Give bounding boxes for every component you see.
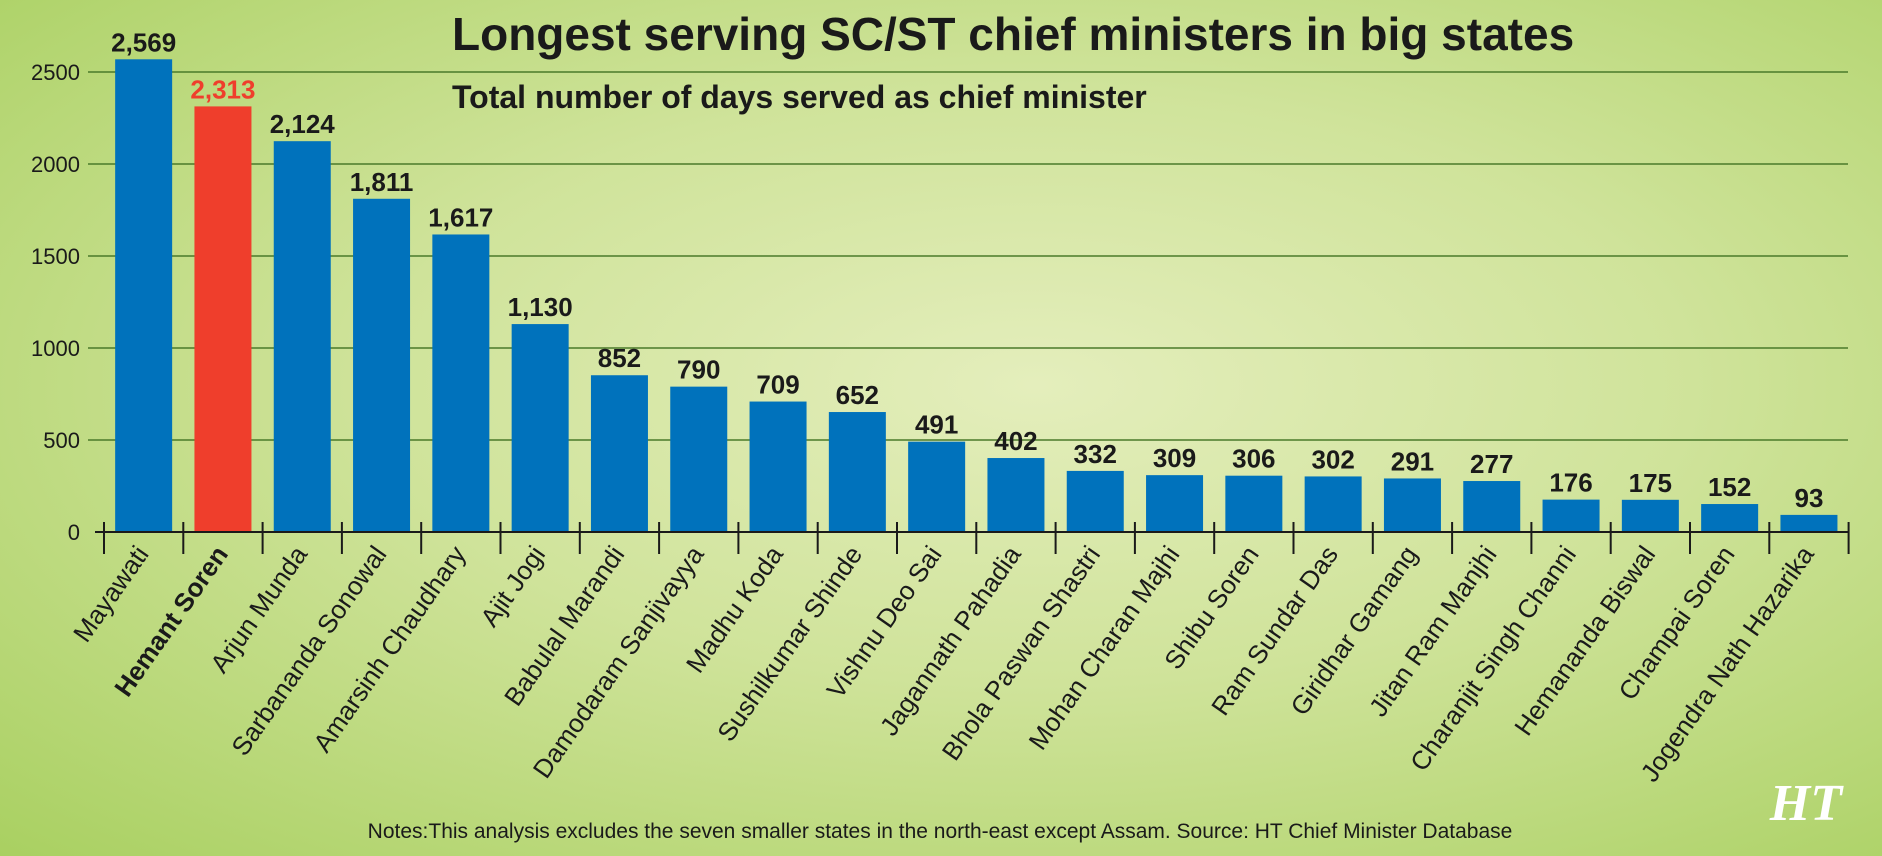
y-tick-label: 1500: [31, 244, 80, 269]
bar: [353, 198, 411, 532]
bar-value-label: 306: [1232, 444, 1275, 474]
category-label: Sushilkumar Shinde: [711, 540, 868, 747]
bar: [1621, 499, 1679, 532]
bar: [828, 412, 886, 532]
y-tick-label: 1000: [31, 336, 80, 361]
bar: [1304, 476, 1362, 532]
bar-value-label: 709: [756, 370, 799, 400]
bar: [1225, 475, 1283, 532]
y-tick-label: 0: [68, 520, 80, 545]
bar-value-label: 2,124: [270, 109, 336, 139]
bar-value-label: 652: [836, 380, 879, 410]
bar-value-label: 402: [994, 426, 1037, 456]
y-tick-label: 500: [43, 428, 80, 453]
bar: [432, 234, 490, 533]
bar-value-label: 1,811: [350, 167, 414, 197]
bar-value-label: 291: [1391, 446, 1434, 476]
bar-value-label: 491: [915, 410, 958, 440]
bar: [1542, 499, 1600, 532]
bar: [749, 401, 807, 532]
category-label: Amarsinh Chaudhary: [307, 540, 472, 757]
bar-value-label: 152: [1708, 472, 1751, 502]
bar: [1701, 504, 1759, 532]
bar: [670, 386, 728, 532]
gridlines: [88, 71, 1848, 441]
bar: [1146, 475, 1204, 532]
category-label: Hemananda Biswal: [1508, 540, 1661, 741]
category-label: Ajit Jogi: [474, 540, 551, 632]
y-tick-label: 2500: [31, 60, 80, 85]
category-label: Bhola Paswan Shastri: [936, 540, 1106, 766]
bar: [273, 141, 331, 532]
bar: [1066, 470, 1124, 532]
bar: [908, 441, 966, 532]
bar-value-label: 790: [677, 355, 720, 385]
bar: [1463, 481, 1521, 532]
bar: [115, 59, 173, 532]
bar-value-label: 93: [1794, 483, 1823, 513]
bar-value-label: 1,130: [508, 292, 573, 322]
category-label: Sarbananda Sonowal: [225, 540, 392, 761]
category-label: Mohan Charan Majhi: [1022, 540, 1185, 755]
bar-value-label: 2,569: [111, 27, 176, 57]
category-label: Mayawati: [67, 540, 155, 647]
footer-note: Notes:This analysis excludes the seven s…: [368, 820, 1513, 843]
bar: [194, 106, 252, 533]
bar-value-label: 175: [1629, 468, 1672, 498]
bar-value-label: 302: [1311, 444, 1354, 474]
bar: [987, 458, 1045, 532]
bars: [115, 59, 1838, 533]
bar-value-label: 176: [1549, 468, 1592, 498]
bar-value-label: 309: [1153, 443, 1196, 473]
bar: [1383, 478, 1441, 532]
bar: [511, 324, 569, 532]
category-label: Jagannath Pahadia: [874, 540, 1027, 741]
x-axis: [95, 522, 1850, 554]
bar-value-label: 332: [1074, 439, 1117, 469]
chart-subtitle: Total number of days served as chief min…: [452, 79, 1147, 115]
bar-value-label: 1,617: [428, 202, 493, 232]
bar-value-label: 277: [1470, 449, 1513, 479]
bar-value-label: 2,313: [190, 74, 255, 104]
bar: [1780, 514, 1838, 532]
bar: [590, 375, 648, 532]
bar-value-label: 852: [598, 343, 641, 373]
y-tick-label: 2000: [31, 152, 80, 177]
ht-logo: HT: [1769, 775, 1844, 832]
chart-title: Longest serving SC/ST chief ministers in…: [452, 8, 1574, 60]
